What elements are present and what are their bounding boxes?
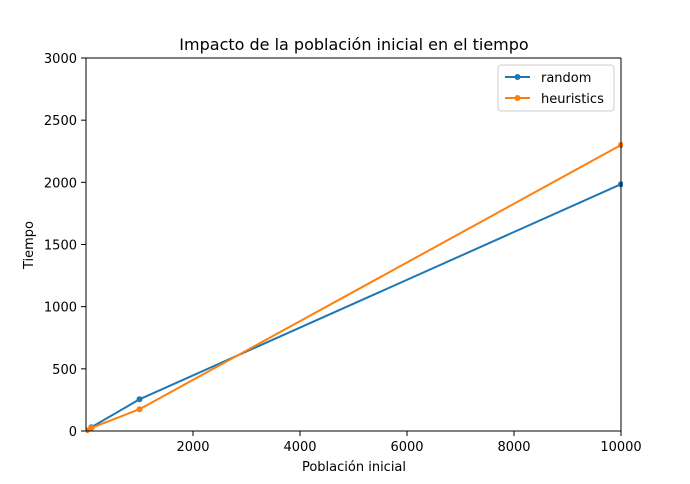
x-tick-label: 4000 [283, 440, 316, 455]
x-tick-label: 6000 [390, 440, 423, 455]
legend-marker [514, 95, 521, 101]
y-axis-title: Tiempo [22, 221, 37, 270]
legend: random heuristics [497, 64, 615, 112]
series-layer [86, 142, 623, 433]
legend-label: heuristics [541, 92, 604, 107]
x-tick-label: 8000 [497, 440, 530, 455]
y-tick-label: 0 [69, 425, 77, 440]
x-tick-label: 2000 [176, 440, 209, 455]
y-tick-label: 500 [52, 363, 77, 378]
data-point-heuristics [136, 406, 143, 413]
x-tick-label: 10000 [600, 440, 641, 455]
legend-label: random [541, 71, 591, 86]
data-point-heuristics [88, 424, 95, 431]
x-axis-title: Población inicial [302, 460, 406, 475]
y-tick-label: 1000 [44, 301, 77, 316]
chart-title: Impacto de la población inicial en el ti… [179, 35, 528, 54]
y-tick-label: 1500 [44, 239, 77, 254]
legend-marker [514, 74, 521, 80]
y-tick-label: 3000 [44, 52, 77, 67]
legend-items: random heuristics [505, 71, 604, 107]
x-ticks: 2000 4000 6000 8000 10000 [176, 431, 642, 455]
legend-item-random: random [505, 71, 591, 86]
y-tick-label: 2500 [44, 114, 77, 129]
legend-item-heuristics: heuristics [505, 92, 604, 107]
plot-area [86, 58, 621, 431]
y-ticks: 0 500 1000 1500 2000 2500 3000 [44, 52, 86, 440]
data-point-random [136, 396, 143, 403]
y-tick-label: 2000 [44, 176, 77, 191]
